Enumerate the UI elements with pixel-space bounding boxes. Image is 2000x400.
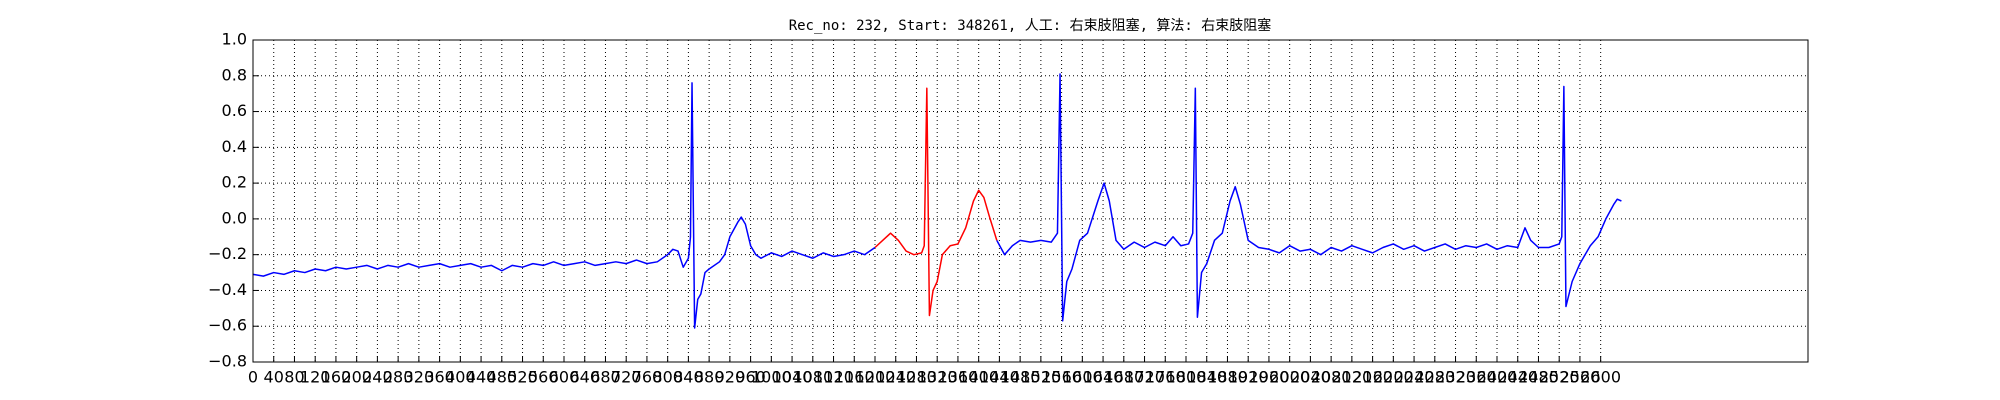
x-tick-label: 1160	[834, 368, 875, 387]
x-tick-label: 2080	[1311, 368, 1352, 387]
x-tick-label: 800	[652, 368, 683, 387]
x-tick-label: 40	[264, 368, 284, 387]
x-tick-label: 2560	[1560, 368, 1601, 387]
y-tick-label: 1.0	[222, 30, 247, 49]
x-tick-label: 2160	[1352, 368, 1393, 387]
x-tick-label: 840	[673, 368, 704, 387]
x-tick-label: 920	[715, 368, 746, 387]
x-tick-label: 2360	[1456, 368, 1497, 387]
ecg-line	[874, 87, 998, 317]
x-tick-label: 360	[424, 368, 455, 387]
x-tick-label: 1520	[1021, 368, 1062, 387]
y-tick-label: −0.2	[208, 244, 247, 263]
x-tick-label: 2200	[1373, 368, 1414, 387]
y-tick-label: −0.8	[208, 352, 247, 371]
x-tick-label: 480	[487, 368, 518, 387]
x-tick-label: 2600	[1580, 368, 1621, 387]
x-tick-label: 600	[549, 368, 580, 387]
x-tick-label: 440	[466, 368, 497, 387]
x-tick-label: 720	[611, 368, 642, 387]
x-tick-label: 80	[284, 368, 304, 387]
x-tick-label: 2320	[1435, 368, 1476, 387]
x-tick-label: 2280	[1414, 368, 1455, 387]
y-tick-label: 0.8	[222, 65, 247, 84]
x-tick-label: 1760	[1145, 368, 1186, 387]
x-tick-label: 1880	[1207, 368, 1248, 387]
plot-frame	[252, 39, 1809, 363]
x-tick-label: 520	[507, 368, 538, 387]
chart-title: Rec_no: 232, Start: 348261, 人工: 右束肢阻塞, 算…	[789, 17, 1272, 34]
x-tick-label: 1120	[813, 368, 854, 387]
x-tick-label: 2440	[1497, 368, 1538, 387]
x-tick-label: 1800	[1166, 368, 1207, 387]
x-tick-label: 1960	[1249, 368, 1290, 387]
x-tick-label: 680	[590, 368, 621, 387]
y-tick-label: 0.2	[222, 173, 247, 192]
x-tick-label: 1640	[1083, 368, 1124, 387]
y-tick-label: 0.0	[222, 208, 247, 227]
x-tick-label: 1920	[1228, 368, 1269, 387]
x-tick-label: 0	[248, 368, 258, 387]
x-tick-label: 1600	[1062, 368, 1103, 387]
x-tick-label: 2520	[1539, 368, 1580, 387]
x-tick-label: 1720	[1124, 368, 1165, 387]
x-tick-label: 1240	[875, 368, 916, 387]
x-tick-label: 760	[632, 368, 663, 387]
x-tick-label: 2400	[1477, 368, 1518, 387]
y-tick-label: −0.6	[208, 316, 247, 335]
x-tick-label: 120	[300, 368, 331, 387]
x-tick-label: 1840	[1186, 368, 1227, 387]
x-tick-label: 960	[735, 368, 766, 387]
x-tick-label: 280	[383, 368, 414, 387]
x-tick-label: 1480	[1000, 368, 1041, 387]
x-tick-label: 1400	[958, 368, 999, 387]
x-tick-label: 1680	[1103, 368, 1144, 387]
x-tick-label: 1560	[1041, 368, 1082, 387]
x-tick-label: 200	[341, 368, 372, 387]
x-tick-label: 2480	[1518, 368, 1559, 387]
x-tick-label: 1200	[855, 368, 896, 387]
y-tick-label: 0.6	[222, 101, 247, 120]
y-tick-label: −0.4	[208, 280, 247, 299]
x-tick-label: 240	[362, 368, 393, 387]
x-tick-label: 640	[569, 368, 600, 387]
x-tick-label: 1000	[751, 368, 792, 387]
x-tick-label: 1440	[979, 368, 1020, 387]
x-tick-label: 320	[404, 368, 435, 387]
x-tick-label: 560	[528, 368, 559, 387]
x-tick-label: 2120	[1332, 368, 1373, 387]
x-tick-label: 160	[321, 368, 352, 387]
x-tick-label: 880	[694, 368, 725, 387]
x-tick-label: 1280	[896, 368, 937, 387]
ecg-line	[252, 73, 1622, 329]
x-tick-label: 1320	[917, 368, 958, 387]
x-tick-label: 2040	[1290, 368, 1331, 387]
x-tick-label: 1080	[792, 368, 833, 387]
x-tick-label: 2240	[1394, 368, 1435, 387]
x-tick-label: 1040	[772, 368, 813, 387]
x-tick-label: 2000	[1269, 368, 1310, 387]
y-tick-label: 0.4	[222, 137, 247, 156]
x-tick-label: 400	[445, 368, 476, 387]
x-tick-label: 1360	[938, 368, 979, 387]
